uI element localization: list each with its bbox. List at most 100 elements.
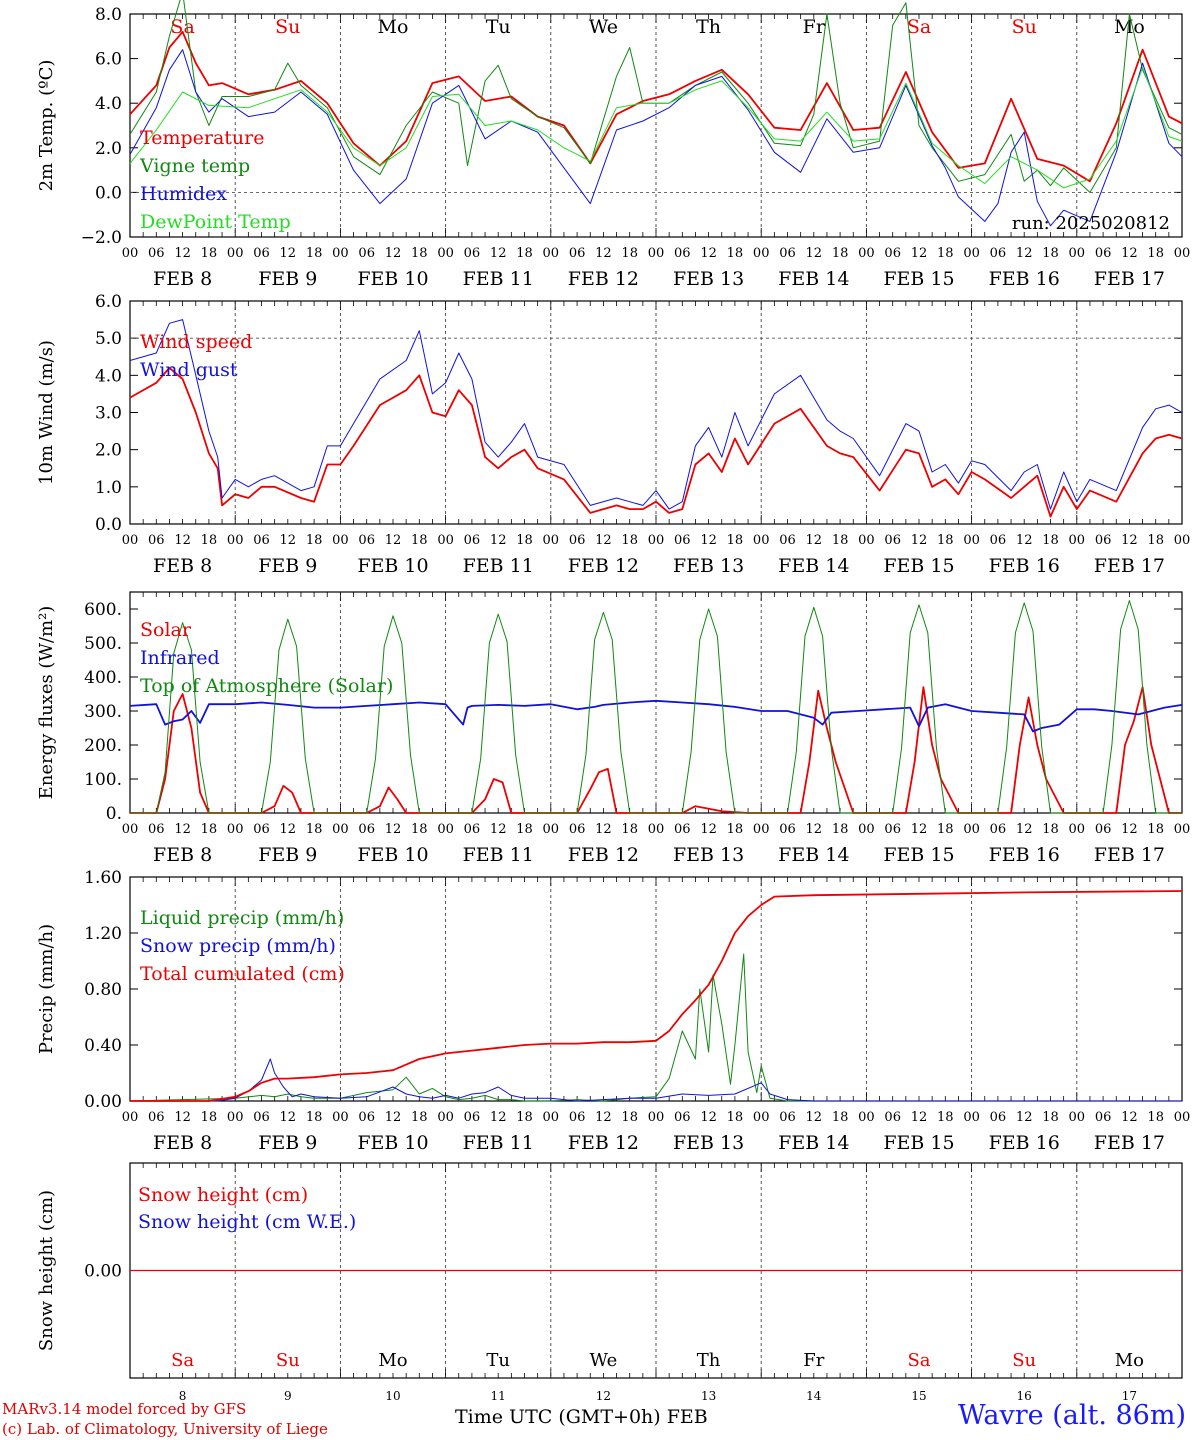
run-annotation: run: 2025020812 — [1012, 213, 1170, 234]
hour-label: 06 — [464, 246, 481, 261]
hour-label: 06 — [884, 533, 901, 548]
hour-label: 06 — [884, 1110, 901, 1125]
day-number-label: 12 — [596, 1389, 611, 1403]
hour-label: 12 — [1121, 1110, 1138, 1125]
hour-label: 00 — [1174, 246, 1191, 261]
hour-label: 18 — [516, 246, 533, 261]
hour-label: 18 — [727, 1110, 744, 1125]
y-tick-label: 2.0 — [95, 441, 122, 461]
legend-entry: Solar — [140, 619, 192, 641]
weekday-label: Mo — [378, 16, 409, 38]
hour-label: 18 — [1042, 822, 1059, 837]
y-tick-label: 600. — [84, 600, 122, 620]
date-label: FEB 11 — [463, 268, 534, 290]
legend-entry: Top of Atmosphere (Solar) — [140, 675, 393, 697]
hour-label: 00 — [437, 822, 454, 837]
y-tick-label: 100. — [84, 770, 122, 790]
hour-label: 06 — [779, 822, 796, 837]
hour-label: 12 — [595, 1110, 612, 1125]
weekday-label: Su — [1012, 1350, 1036, 1371]
hour-label: 06 — [569, 246, 586, 261]
hour-label: 12 — [911, 533, 928, 548]
series-line-infrared — [129, 699, 1183, 733]
hour-label: 18 — [621, 246, 638, 261]
hour-label: 06 — [779, 533, 796, 548]
date-label: FEB 11 — [463, 1132, 534, 1154]
hour-label: 00 — [963, 822, 980, 837]
weekday-label: We — [589, 16, 618, 38]
hour-label: 00 — [122, 533, 139, 548]
hour-label: 12 — [490, 822, 507, 837]
hour-label: 12 — [700, 1110, 717, 1125]
hour-label: 18 — [937, 246, 954, 261]
hour-label: 06 — [990, 246, 1007, 261]
y-axis-title: Snow height (cm) — [36, 1190, 57, 1351]
date-label: FEB 9 — [258, 1132, 317, 1154]
hour-label: 18 — [516, 822, 533, 837]
hour-label: 12 — [806, 1110, 823, 1125]
hour-label: 18 — [832, 533, 849, 548]
y-tick-label: 500. — [84, 634, 122, 654]
date-label: FEB 17 — [1094, 844, 1165, 866]
hour-label: 18 — [727, 822, 744, 837]
hour-label: 00 — [963, 533, 980, 548]
hour-label: 18 — [306, 822, 323, 837]
y-axis-title: Energy fluxes (W/m²) — [36, 606, 57, 800]
y-tick-label: 0.00 — [84, 1092, 122, 1112]
date-label: FEB 15 — [883, 844, 954, 866]
date-label: FEB 8 — [153, 1132, 212, 1154]
date-label: FEB 8 — [153, 844, 212, 866]
y-tick-label: 6.0 — [95, 292, 122, 312]
hour-label: 00 — [858, 822, 875, 837]
hour-label: 18 — [516, 1110, 533, 1125]
date-label: FEB 15 — [883, 268, 954, 290]
weekday-label: Th — [697, 1350, 721, 1371]
date-label: FEB 16 — [989, 844, 1060, 866]
series-line-wind-speed — [129, 366, 1183, 518]
weekday-label: Mo — [1115, 1350, 1144, 1371]
y-axis-title: 10m Wind (m/s) — [36, 340, 57, 485]
day-number-label: 15 — [911, 1389, 926, 1403]
day-number-label: 8 — [179, 1389, 187, 1403]
hour-label: 12 — [595, 822, 612, 837]
hour-label: 00 — [858, 1110, 875, 1125]
date-label: FEB 14 — [778, 844, 849, 866]
hour-label: 18 — [621, 1110, 638, 1125]
hour-label: 18 — [1147, 533, 1164, 548]
series-line-top-of-atmosphere-solar — [130, 600, 1182, 814]
panel-2: 6.0 5.0 4.0 3.0 2.0 1.0 0.0 10m Wind (m/s) Wind … — [36, 292, 1190, 577]
hour-label: 18 — [832, 1110, 849, 1125]
hour-label: 06 — [358, 246, 375, 261]
hour-label: 06 — [674, 1110, 691, 1125]
hour-label: 12 — [595, 533, 612, 548]
hour-label: 00 — [648, 1110, 665, 1125]
hour-label: 00 — [122, 822, 139, 837]
date-label: FEB 13 — [673, 268, 744, 290]
weekday-label: Fr — [803, 16, 826, 38]
hour-label: 18 — [1147, 1110, 1164, 1125]
hour-label: 12 — [911, 1110, 928, 1125]
hour-label: 12 — [1016, 533, 1033, 548]
date-label: FEB 16 — [989, 555, 1060, 577]
hour-label: 12 — [700, 822, 717, 837]
panel-1: 8.0 6.0 4.0 2.0 0.0 −2.0 2m Temp. (ºC) Sa Su Mo Tu… — [36, 0, 1190, 290]
day-number-label: 13 — [701, 1389, 716, 1403]
hour-label: 00 — [963, 1110, 980, 1125]
date-label: FEB 9 — [258, 268, 317, 290]
hour-label: 12 — [490, 246, 507, 261]
hour-label: 18 — [516, 533, 533, 548]
weekday-label: We — [590, 1350, 618, 1371]
y-tick-label: 6.0 — [95, 50, 122, 70]
hour-label: 12 — [1121, 533, 1138, 548]
hour-label: 06 — [253, 1110, 270, 1125]
date-label: FEB 13 — [673, 1132, 744, 1154]
legend-entry: Humidex — [140, 183, 227, 205]
hour-label: 12 — [1121, 822, 1138, 837]
series-line-dewpoint-temp — [129, 67, 1183, 189]
hour-label: 18 — [411, 1110, 428, 1125]
hour-label: 00 — [648, 822, 665, 837]
plot-frame — [129, 13, 1183, 238]
hour-label: 18 — [411, 822, 428, 837]
date-label: FEB 15 — [883, 1132, 954, 1154]
date-label: FEB 13 — [673, 555, 744, 577]
